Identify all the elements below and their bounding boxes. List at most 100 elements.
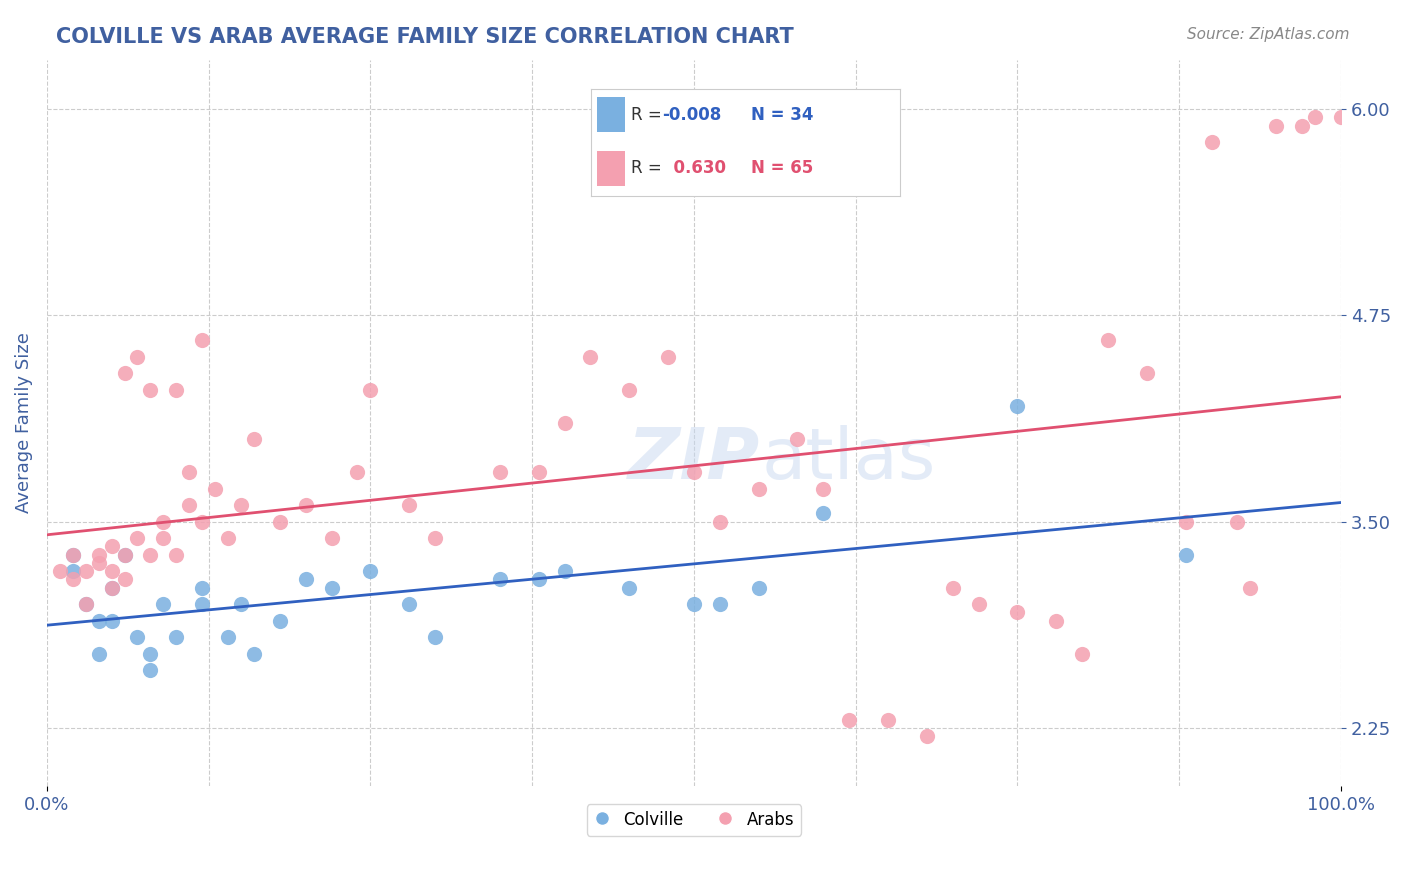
Point — [294, 573, 316, 587]
Point — [1226, 515, 1249, 529]
Point — [114, 548, 136, 562]
Point — [1136, 366, 1159, 380]
Point — [1174, 515, 1197, 529]
Point — [87, 647, 110, 661]
Point — [813, 507, 835, 521]
Text: R =: R = — [631, 160, 666, 178]
Point — [179, 465, 201, 479]
Point — [204, 482, 226, 496]
Text: R =: R = — [631, 106, 666, 124]
Point — [527, 573, 550, 587]
Point — [75, 564, 97, 578]
Point — [139, 383, 162, 397]
Point — [489, 573, 512, 587]
Point — [1071, 647, 1094, 661]
Point — [100, 581, 122, 595]
Text: N = 34: N = 34 — [751, 106, 814, 124]
Point — [191, 581, 214, 595]
Point — [346, 465, 368, 479]
Point — [217, 531, 239, 545]
Point — [87, 614, 110, 628]
Legend: Colville, Arabs: Colville, Arabs — [586, 805, 801, 836]
Point — [269, 515, 291, 529]
Point — [294, 498, 316, 512]
Point — [359, 564, 381, 578]
Point — [152, 597, 174, 611]
Point — [398, 498, 420, 512]
Point — [127, 531, 149, 545]
Point — [1007, 606, 1029, 620]
Point — [152, 531, 174, 545]
Point — [915, 729, 938, 743]
Point — [683, 465, 706, 479]
Point — [786, 432, 808, 446]
Text: ZIP: ZIP — [628, 425, 761, 493]
Point — [1239, 581, 1261, 595]
Point — [709, 515, 731, 529]
Text: atlas: atlas — [762, 425, 936, 493]
Point — [398, 597, 420, 611]
Point — [321, 531, 343, 545]
Point — [229, 498, 252, 512]
Text: Source: ZipAtlas.com: Source: ZipAtlas.com — [1187, 27, 1350, 42]
Y-axis label: Average Family Size: Average Family Size — [15, 332, 32, 513]
Point — [165, 630, 187, 644]
Point — [1265, 119, 1288, 133]
Point — [269, 614, 291, 628]
Text: N = 65: N = 65 — [751, 160, 814, 178]
Point — [87, 548, 110, 562]
Point — [321, 581, 343, 595]
Point — [152, 515, 174, 529]
Point — [1201, 135, 1223, 149]
Point — [139, 548, 162, 562]
Point — [877, 713, 900, 727]
Point — [1291, 119, 1313, 133]
Point — [554, 564, 576, 578]
Point — [423, 531, 446, 545]
Point — [100, 614, 122, 628]
Point — [748, 581, 770, 595]
Point — [838, 713, 860, 727]
Point — [114, 366, 136, 380]
Point — [191, 597, 214, 611]
Point — [229, 597, 252, 611]
Point — [217, 630, 239, 644]
Point — [114, 573, 136, 587]
Point — [709, 597, 731, 611]
Point — [49, 564, 72, 578]
Point — [62, 548, 84, 562]
Text: COLVILLE VS ARAB AVERAGE FAMILY SIZE CORRELATION CHART: COLVILLE VS ARAB AVERAGE FAMILY SIZE COR… — [56, 27, 794, 46]
Bar — [596, 151, 624, 186]
Point — [165, 548, 187, 562]
Point — [62, 548, 84, 562]
Point — [1045, 614, 1067, 628]
Point — [87, 556, 110, 570]
Point — [191, 515, 214, 529]
Point — [527, 465, 550, 479]
Point — [359, 383, 381, 397]
Point — [191, 333, 214, 347]
Point — [619, 383, 641, 397]
Point — [657, 350, 679, 364]
Point — [139, 663, 162, 677]
Point — [114, 548, 136, 562]
Point — [179, 498, 201, 512]
Point — [813, 482, 835, 496]
Point — [165, 383, 187, 397]
Point — [1330, 111, 1353, 125]
Point — [489, 465, 512, 479]
Point — [683, 597, 706, 611]
Point — [100, 581, 122, 595]
Point — [579, 350, 602, 364]
Point — [619, 581, 641, 595]
Point — [967, 597, 990, 611]
Point — [100, 564, 122, 578]
Point — [127, 630, 149, 644]
Point — [75, 597, 97, 611]
Point — [1303, 111, 1326, 125]
Point — [139, 647, 162, 661]
Point — [1174, 548, 1197, 562]
Point — [243, 647, 266, 661]
Point — [62, 573, 84, 587]
Point — [127, 350, 149, 364]
